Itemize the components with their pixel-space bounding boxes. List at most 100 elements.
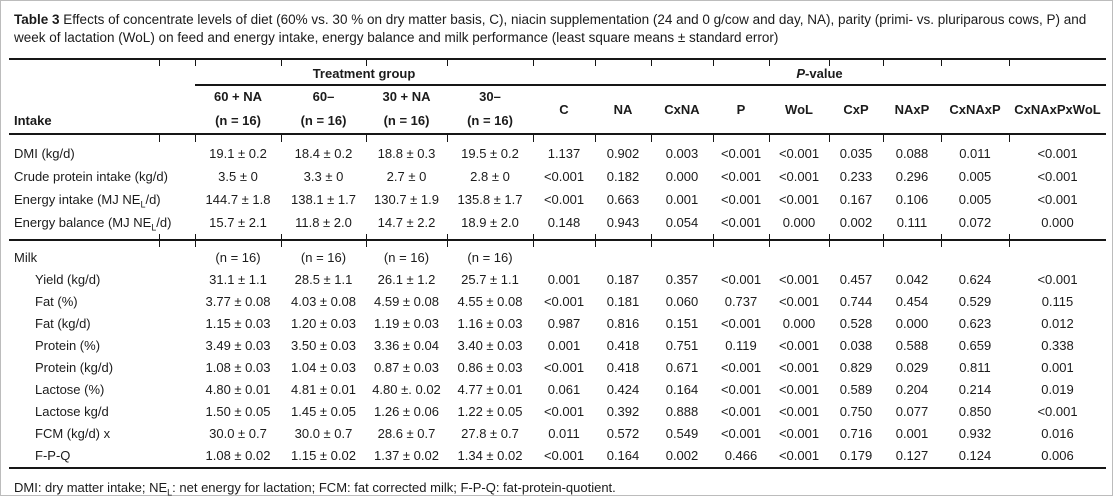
row-label: Lactose (%) [35, 382, 105, 398]
pvalue-cell [829, 247, 883, 269]
treatment-value-cell: 1.08 ± 0.03 [205, 360, 271, 376]
pvalue-cell: <0.001 [778, 382, 820, 398]
pvalue-cell: 0.659 [958, 338, 992, 354]
pvalue-cell [651, 247, 713, 269]
treatment-value-cell: 130.7 ± 1.9 [374, 191, 439, 207]
row-label: Crude protein intake (kg/d) [14, 168, 168, 184]
pvalue-cell: 0.588 [895, 338, 929, 354]
pvalue-cell: 0.932 [958, 426, 992, 442]
n-count-60: (n = 16) [300, 112, 347, 128]
treatment-value-cell: 2.8 ± 0 [470, 168, 510, 184]
treatment-value-cell: 3.3 ± 0 [303, 168, 344, 184]
pvalue-cell: 0.744 [839, 294, 873, 310]
treatment-value-cell: 11.8 ± 2.0 [295, 214, 352, 230]
pvalue-cell [941, 247, 1009, 269]
treatment-value-cell: 1.04 ± 0.03 [291, 360, 356, 376]
results-table: Treatment group P-value 60 + NA 60– 30 +… [9, 57, 1106, 471]
pvalue-cell [769, 247, 829, 269]
pvalue-cell: <0.001 [778, 448, 820, 464]
pvalue-cell: 0.003 [665, 145, 699, 161]
column-header-cxna: CxNA [664, 101, 700, 117]
pvalue-cell: 0.829 [839, 360, 873, 376]
n-header-row: Intake (n = 16) (n = 16) (n = 16) (n = 1… [9, 108, 1106, 134]
treatment-value-cell: 19.1 ± 0.2 [209, 145, 267, 161]
pvalue-cell: 0.000 [665, 168, 699, 184]
pvalue-cell: <0.001 [720, 404, 762, 420]
row-label: DMI (kg/d) [14, 145, 75, 161]
pvalue-cell: 0.029 [895, 360, 929, 376]
treatment-value-cell: 14.7 ± 2.2 [377, 214, 436, 230]
pvalue-cell: 0.016 [1041, 426, 1074, 442]
treatment-value-cell: 3.36 ± 0.04 [374, 338, 439, 354]
column-header-p: P [736, 101, 746, 117]
treatment-value-cell: 4.55 ± 0.08 [457, 294, 523, 310]
row-label: Lactose kg/d [35, 404, 109, 420]
treatment-value-cell: 4.77 ± 0.01 [457, 382, 523, 398]
pvalue-cell: 0.060 [665, 294, 699, 310]
treatment-value-cell: 144.7 ± 1.8 [205, 191, 271, 207]
footnote-sub: L [167, 487, 173, 497]
treatment-value-cell: 1.22 ± 0.05 [457, 404, 523, 420]
row-label: Milk [14, 250, 38, 266]
treatment-value-cell: 4.80 ±. 0.02 [372, 382, 441, 398]
pvalue-cell: 0.002 [839, 214, 873, 230]
treatment-value-cell: 1.19 ± 0.03 [374, 316, 439, 332]
treatment-value-cell: (n = 16) [215, 250, 261, 266]
column-header-cxnaxp: CxNAxP [949, 101, 1001, 117]
pvalue-cell: 0.005 [958, 191, 992, 207]
table-footnote: DMI: dry matter intake; NEL: net energy … [14, 479, 1104, 497]
treatment-value-cell: 3.49 ± 0.03 [205, 338, 271, 354]
pvalue-cell: <0.001 [778, 294, 820, 310]
pvalue-cell: 0.716 [839, 426, 873, 442]
pvalue-cell: <0.001 [778, 404, 820, 420]
treatment-group-header: Treatment group [195, 65, 533, 86]
pvalue-cell: 0.418 [606, 360, 640, 376]
pvalue-cell: 0.054 [665, 214, 699, 230]
pvalue-cell: 1.137 [547, 145, 581, 161]
table-rule [9, 132, 1106, 142]
pvalue-cell: <0.001 [543, 404, 585, 420]
table-rule [9, 238, 1106, 247]
table-row: Lactose kg/d 1.50 ± 0.05 1.45 ± 0.05 1.26 ±… [9, 401, 1106, 423]
pvalue-cell: <0.001 [778, 168, 820, 184]
pvalue-cell: 0.850 [958, 404, 992, 420]
pvalue-cell: 0.035 [839, 145, 873, 161]
row-label: Energy intake (MJ NEL/d) [14, 191, 161, 210]
footnote-pre: DMI: dry matter intake; NE [14, 479, 168, 495]
pvalue-cell: 0.204 [895, 382, 929, 398]
pvalue-cell: 0.002 [665, 448, 699, 464]
treatment-value-cell: 3.5 ± 0 [218, 168, 258, 184]
treatment-value-cell: 1.45 ± 0.05 [291, 404, 356, 420]
row-label: Fat (%) [35, 294, 78, 310]
pvalue-cell: 0.001 [547, 272, 581, 288]
row-label: FCM (kg/d) x [35, 426, 111, 442]
pvalue-cell: <0.001 [778, 191, 820, 207]
group-header-row: Treatment group P-value [9, 65, 1106, 86]
pvalue-cell: 0.115 [1041, 294, 1074, 310]
pvalue-cell: 0.164 [665, 382, 699, 398]
pvalue-cell: 0.042 [895, 272, 929, 288]
pvalue-cell: 0.164 [606, 448, 640, 464]
pvalue-cell: 0.006 [1041, 448, 1074, 464]
pvalue-cell: 0.088 [895, 145, 929, 161]
treatment-value-cell: 0.87 ± 0.03 [374, 360, 439, 376]
pvalue-group-header: P-value [533, 65, 1106, 86]
pvalue-cell: 0.392 [606, 404, 640, 420]
treatment-value-cell: 1.26 ± 0.06 [374, 404, 439, 420]
treatment-value-cell: 0.86 ± 0.03 [457, 360, 523, 376]
treatment-value-cell: 25.7 ± 1.1 [461, 272, 519, 288]
pvalue-cell: 0.418 [606, 338, 640, 354]
treatment-value-cell: 1.16 ± 0.03 [457, 316, 523, 332]
treatment-value-cell: 1.15 ± 0.02 [291, 448, 356, 464]
pvalue-cell: 0.454 [895, 294, 929, 310]
table-row: DMI (kg/d) 19.1 ± 0.2 18.4 ± 0.2 18.8 ± 0.3… [9, 142, 1106, 165]
pvalue-cell: 0.179 [839, 448, 873, 464]
pvalue-cell: 0.001 [1041, 360, 1074, 376]
pvalue-cell: <0.001 [778, 272, 820, 288]
results-table-body: DMI (kg/d) 19.1 ± 0.2 18.4 ± 0.2 18.8 ± 0.3… [9, 132, 1106, 471]
treatment-value-cell: 135.8 ± 1.7 [457, 191, 523, 207]
pvalue-cell: 0.011 [548, 426, 580, 442]
pvalue-cell: 0.357 [665, 272, 699, 288]
pvalue-cell: <0.001 [720, 272, 762, 288]
pvalue-cell: 0.466 [724, 448, 758, 464]
